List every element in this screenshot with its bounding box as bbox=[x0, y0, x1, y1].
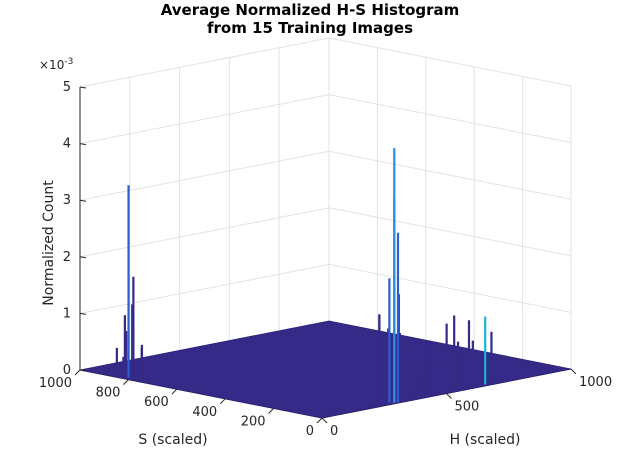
y-tick-label: 200 bbox=[241, 414, 266, 429]
y-tick-mark bbox=[123, 379, 129, 385]
grid-layer bbox=[79, 37, 572, 371]
y-tick-mark bbox=[268, 408, 274, 414]
grid-line bbox=[79, 207, 330, 258]
z-tick-mark bbox=[79, 369, 87, 372]
grid-line bbox=[328, 207, 572, 257]
z-tick-mark bbox=[79, 256, 87, 259]
chart-title-line-2: from 15 Training Images bbox=[207, 19, 413, 37]
y-tick-mark bbox=[316, 417, 323, 424]
x-tick-mark bbox=[446, 393, 452, 399]
y-axis-label: S (scaled) bbox=[138, 432, 207, 448]
peaks-layer bbox=[115, 148, 493, 406]
y-tick-mark bbox=[74, 369, 81, 376]
y-tick-mark bbox=[219, 398, 226, 405]
grid-line bbox=[328, 94, 572, 144]
x-tick-label: 500 bbox=[455, 400, 480, 415]
surface-floor bbox=[79, 320, 572, 419]
grid-line bbox=[328, 37, 572, 87]
y-tick-label: 0 bbox=[306, 424, 314, 439]
grid-line bbox=[328, 263, 572, 313]
z-tick-mark bbox=[79, 199, 87, 202]
z-tick-label: 5 bbox=[63, 80, 71, 95]
x-tick-mark bbox=[321, 417, 328, 424]
z-exponent-base: ×10 bbox=[39, 58, 64, 72]
z-exponent-power: -3 bbox=[64, 57, 73, 67]
grid-line bbox=[79, 263, 330, 314]
z-tick-label: 1 bbox=[63, 306, 71, 321]
x-axis-label: H (scaled) bbox=[450, 432, 521, 448]
grid-line bbox=[79, 94, 330, 145]
grid-line bbox=[79, 37, 330, 88]
grid-line bbox=[328, 150, 572, 200]
y-tick-label: 400 bbox=[192, 405, 217, 420]
x-tick-mark bbox=[570, 368, 577, 375]
x-tick-label: 1000 bbox=[579, 375, 612, 390]
grid-line bbox=[79, 150, 330, 201]
y-tick-label: 800 bbox=[96, 386, 121, 401]
x-tick-label: 0 bbox=[330, 424, 338, 439]
z-tick-label: 0 bbox=[63, 363, 71, 378]
z-axis-label: Normalized Count bbox=[41, 180, 57, 306]
z-tick-label: 3 bbox=[63, 193, 71, 208]
y-tick-mark bbox=[171, 388, 178, 395]
y-tick-label: 1000 bbox=[39, 376, 72, 391]
z-tick-mark bbox=[79, 143, 87, 146]
z-axis-exponent: ×10-3 bbox=[39, 57, 73, 72]
z-tick-mark bbox=[79, 312, 87, 315]
z-tick-label: 4 bbox=[63, 137, 71, 152]
y-tick-label: 600 bbox=[144, 395, 169, 410]
surface-layer bbox=[79, 320, 572, 419]
chart-title-line-1: Average Normalized H-S Histogram bbox=[161, 1, 460, 19]
z-tick-label: 2 bbox=[63, 250, 71, 265]
z-tick-mark bbox=[79, 86, 87, 89]
